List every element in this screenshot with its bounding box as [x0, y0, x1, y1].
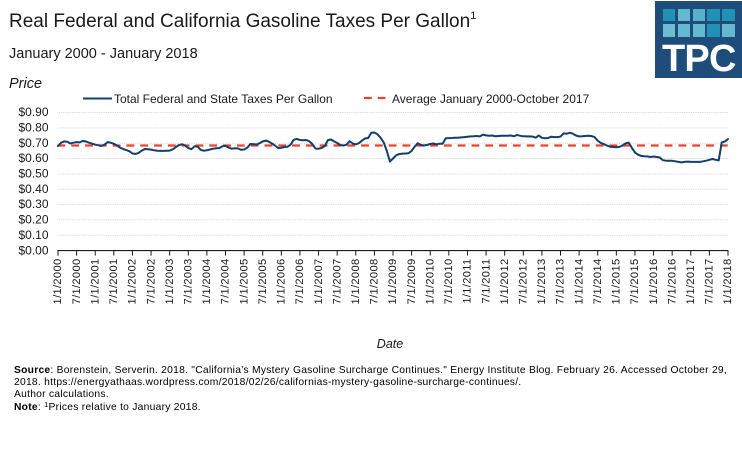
- svg-text:1/1/2014: 1/1/2014: [573, 259, 585, 305]
- svg-text:$0.00: $0.00: [18, 243, 48, 257]
- svg-text:1/1/2004: 1/1/2004: [201, 259, 213, 305]
- svg-text:7/1/2007: 7/1/2007: [331, 259, 343, 305]
- svg-text:1/1/2002: 1/1/2002: [127, 259, 139, 305]
- svg-text:7/1/2014: 7/1/2014: [592, 259, 604, 305]
- svg-text:7/1/2009: 7/1/2009: [406, 259, 418, 305]
- svg-text:1/1/2017: 1/1/2017: [685, 259, 697, 305]
- svg-text:$0.20: $0.20: [18, 213, 48, 227]
- svg-text:$0.70: $0.70: [18, 136, 48, 150]
- svg-text:7/1/2010: 7/1/2010: [443, 259, 455, 305]
- svg-text:1/1/2016: 1/1/2016: [648, 259, 660, 305]
- svg-text:1/1/2009: 1/1/2009: [387, 259, 399, 305]
- svg-text:1/1/2018: 1/1/2018: [722, 259, 734, 305]
- svg-text:1/1/2005: 1/1/2005: [238, 259, 250, 305]
- svg-text:$0.80: $0.80: [18, 121, 48, 135]
- svg-text:$0.90: $0.90: [18, 105, 48, 119]
- svg-text:7/1/2016: 7/1/2016: [666, 259, 678, 305]
- svg-text:7/1/2005: 7/1/2005: [257, 259, 269, 305]
- svg-text:7/1/2011: 7/1/2011: [480, 259, 492, 304]
- svg-text:7/1/2015: 7/1/2015: [629, 259, 641, 305]
- svg-text:1/1/2015: 1/1/2015: [611, 259, 623, 305]
- svg-text:7/1/2001: 7/1/2001: [108, 259, 120, 305]
- svg-text:1/1/2011: 1/1/2011: [462, 259, 474, 304]
- svg-text:$0.30: $0.30: [18, 197, 48, 211]
- svg-text:7/1/2017: 7/1/2017: [704, 259, 716, 305]
- svg-text:1/1/2001: 1/1/2001: [89, 259, 101, 305]
- svg-text:7/1/2008: 7/1/2008: [369, 259, 381, 305]
- svg-text:7/1/2013: 7/1/2013: [555, 259, 567, 305]
- svg-text:1/1/2012: 1/1/2012: [499, 259, 511, 305]
- svg-text:$0.10: $0.10: [18, 228, 48, 242]
- svg-text:7/1/2006: 7/1/2006: [294, 259, 306, 305]
- svg-text:1/1/2008: 1/1/2008: [350, 259, 362, 305]
- svg-text:7/1/2003: 7/1/2003: [182, 259, 194, 305]
- svg-text:7/1/2004: 7/1/2004: [220, 259, 232, 305]
- svg-text:$0.60: $0.60: [18, 151, 48, 165]
- svg-text:$0.40: $0.40: [18, 182, 48, 196]
- svg-text:1/1/2013: 1/1/2013: [536, 259, 548, 305]
- svg-text:7/1/2002: 7/1/2002: [145, 259, 157, 305]
- svg-text:1/1/2007: 1/1/2007: [313, 259, 325, 305]
- svg-text:1/1/2010: 1/1/2010: [424, 259, 436, 305]
- svg-text:1/1/2000: 1/1/2000: [52, 259, 64, 305]
- svg-text:1/1/2006: 1/1/2006: [276, 259, 288, 305]
- svg-text:7/1/2000: 7/1/2000: [71, 259, 83, 305]
- svg-text:7/1/2012: 7/1/2012: [517, 259, 529, 305]
- svg-text:$0.50: $0.50: [18, 167, 48, 181]
- svg-text:1/1/2003: 1/1/2003: [164, 259, 176, 305]
